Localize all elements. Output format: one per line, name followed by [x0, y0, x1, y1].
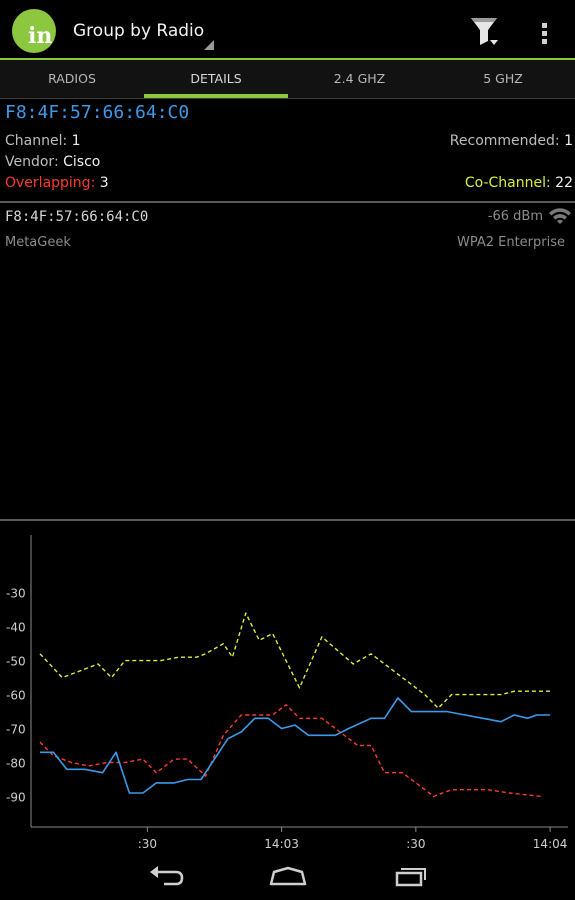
filter-icon — [471, 18, 498, 45]
recommended-label: Recommended: — [449, 133, 560, 149]
x-tick-label: :30 — [406, 837, 425, 851]
tab-details[interactable]: DETAILS — [190, 71, 242, 86]
group-by-spinner[interactable]: Group by Radio — [73, 21, 205, 41]
radio-mac-title: F8:4F:57:66:64:C0 — [5, 102, 190, 123]
app-logo[interactable]: in — [12, 9, 56, 53]
signal-history-chart: -30 -40 -50 -60 -70 -80 -90 :30 14:03 :30 14:04 — [0, 521, 575, 851]
series-line-3 — [40, 697, 551, 794]
cochannel-row: Co-Channel: 22 — [465, 174, 573, 192]
signal-chart-svg: -30 -40 -50 -60 -70 -80 -90 :30 14:03 :30 14:04 — [6, 535, 568, 851]
access-point-vendor: MetaGeek — [5, 235, 71, 250]
selected-tab-indicator — [144, 94, 288, 98]
wifi-signal-icon — [548, 206, 572, 226]
y-tick-label: -40 — [6, 621, 26, 635]
back-icon — [150, 866, 184, 886]
section-divider — [0, 201, 575, 203]
tab-bar: RADIOS DETAILS 2.4 GHZ 5 GHZ — [0, 58, 575, 98]
cochannel-label: Co-Channel: — [464, 175, 551, 191]
y-tick-label: -80 — [6, 756, 26, 770]
filter-button[interactable] — [466, 14, 502, 50]
recommended-row: Recommended: 1 — [450, 132, 573, 150]
overflow-menu-button[interactable] — [532, 14, 558, 50]
app-logo-text: in — [28, 23, 53, 49]
y-tick-label: -70 — [6, 723, 26, 737]
more-vert-icon — [542, 23, 547, 44]
action-bar — [0, 0, 575, 58]
channel-row: Channel: 1 — [5, 132, 81, 150]
y-tick-label: -90 — [6, 790, 26, 804]
vendor-row: Vendor: Cisco — [5, 153, 100, 171]
overlapping-value: 3 — [99, 175, 109, 191]
vendor-label: Vendor: — [5, 154, 59, 170]
series-line-2 — [39, 704, 542, 798]
overlapping-label: Overlapping: — [5, 175, 96, 191]
home-icon — [269, 866, 307, 886]
home-button[interactable] — [258, 855, 318, 895]
recommended-value: 1 — [564, 133, 573, 149]
access-point-mac[interactable]: F8:4F:57:66:64:C0 — [5, 209, 149, 225]
tab-2-4-ghz[interactable]: 2.4 GHZ — [333, 71, 386, 86]
recent-apps-button[interactable] — [380, 855, 440, 895]
back-button[interactable] — [136, 855, 196, 895]
channel-value: 1 — [71, 133, 81, 149]
y-tick-label: -30 — [6, 587, 26, 601]
overlapping-row: Overlapping: 3 — [5, 174, 109, 192]
dropdown-caret-icon — [204, 40, 214, 50]
y-tick-label: -60 — [6, 689, 26, 703]
x-tick-label: :30 — [138, 837, 157, 851]
tab-5-ghz[interactable]: 5 GHZ — [483, 71, 523, 86]
channel-label: Channel: — [5, 133, 68, 149]
divider — [0, 98, 575, 99]
access-point-signal: -66 dBm — [487, 209, 543, 224]
tab-radios[interactable]: RADIOS — [48, 71, 96, 86]
x-tick-label: 14:03 — [264, 837, 299, 851]
system-nav-bar — [0, 851, 575, 900]
cochannel-value: 22 — [555, 175, 573, 191]
y-tick-label: -50 — [6, 655, 26, 669]
access-point-security: WPA2 Enterprise — [456, 235, 565, 250]
chart-divider — [0, 519, 575, 521]
recent-apps-icon — [395, 868, 426, 887]
series-line-1 — [39, 612, 551, 709]
x-tick-label: 14:04 — [533, 837, 568, 851]
vendor-value: Cisco — [63, 154, 101, 170]
